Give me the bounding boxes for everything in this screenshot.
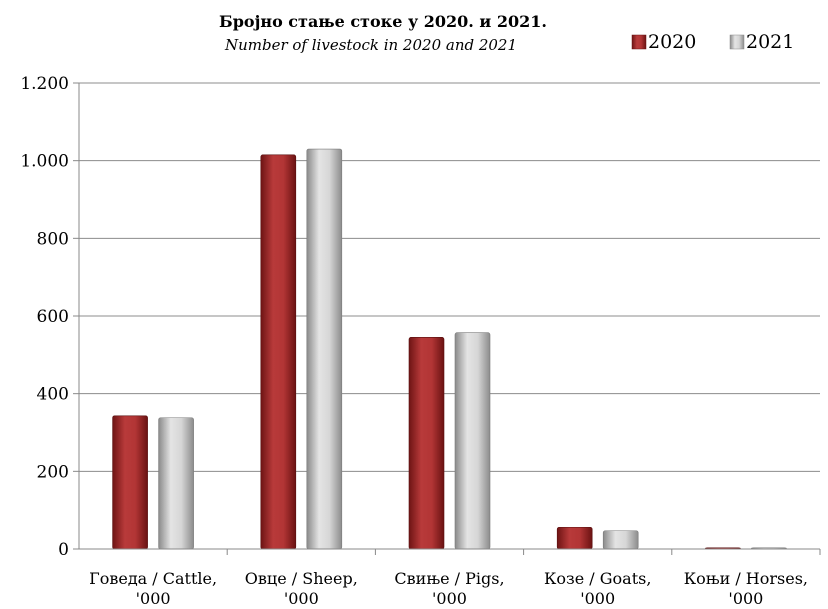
legend-swatch-2021 [729,34,745,50]
x-category-label-line: Козе / Goats, [544,569,651,588]
bar-2021 [454,332,491,550]
x-category-label-line: Говеда / Cattle, [89,569,217,588]
y-tick-label: 0 [58,540,69,560]
x-category-label-line: '000 [432,589,467,608]
bar-2020 [556,526,593,550]
bar-2021 [602,530,639,550]
y-tick-label: 200 [37,462,69,482]
chart-subtitle: Number of livestock in 2020 and 2021 [224,36,517,54]
y-tick-label: 1.200 [20,74,69,94]
y-axis: 0 200 400 600 800 1.000 1.200 [20,74,80,560]
x-category-label: Коњи / Horses, '000 [684,569,808,608]
x-category-label: Свиње / Pigs, '000 [394,569,504,608]
x-category-label: Говеда / Cattle, '000 [89,569,217,608]
bar-2021 [158,417,194,550]
legend-label-2021: 2021 [746,31,794,53]
x-category-label-line: '000 [580,589,615,608]
x-category-label-line: Коњи / Horses, [684,569,808,588]
y-tick-label: 400 [37,385,69,405]
bar-2020 [260,154,297,550]
y-tick-label: 600 [37,307,69,327]
x-category-label: Козе / Goats, '000 [544,569,651,608]
gridlines [79,82,820,550]
x-category-label: Овце / Sheep, '000 [245,569,358,608]
x-category-label-line: Овце / Sheep, [245,569,358,588]
chart-title: Бројно стање стоке у 2020. и 2021. [219,12,547,31]
y-tick-label: 1.000 [20,152,69,172]
x-category-label-line: Свиње / Pigs, [394,569,504,588]
bar-2020 [112,415,148,550]
x-category-label-line: '000 [284,589,319,608]
legend: 2020 2021 [631,31,794,53]
bars [112,148,787,550]
x-category-label-line: '000 [136,589,171,608]
x-category-label-line: '000 [728,589,763,608]
bar-2020 [408,337,445,550]
bar-2021 [306,148,343,550]
legend-label-2020: 2020 [648,31,696,53]
legend-swatch-2020 [631,34,647,50]
y-tick-label: 800 [37,229,69,249]
